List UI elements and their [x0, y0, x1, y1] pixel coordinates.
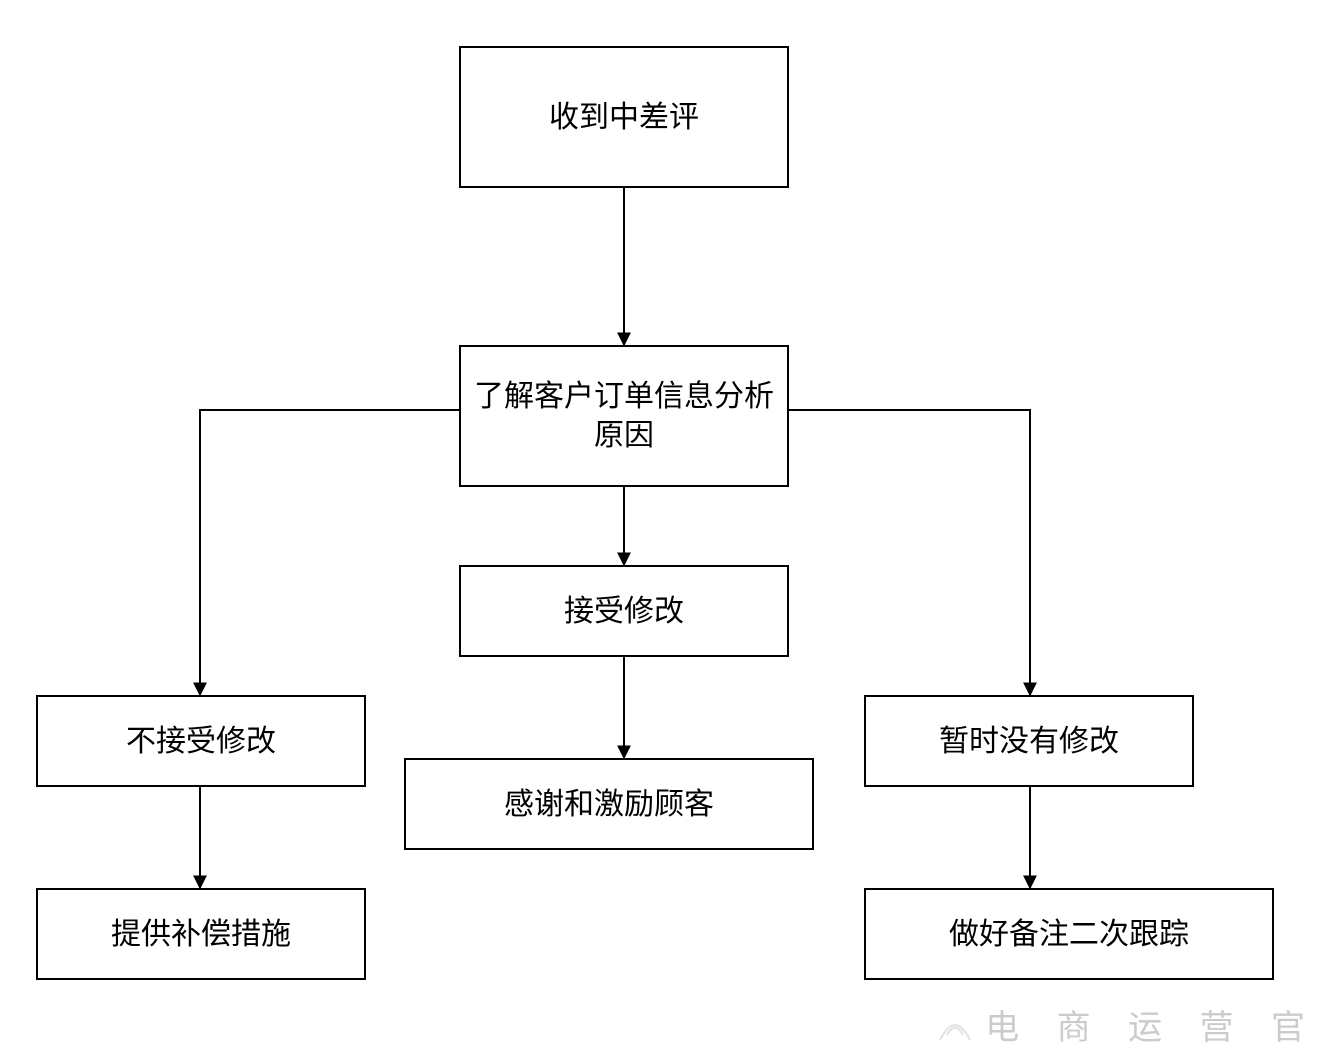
node-label: 感谢和激励顾客 — [492, 785, 726, 824]
watermark-icon — [935, 1005, 975, 1045]
node-thank-customer: 感谢和激励顾客 — [404, 758, 814, 850]
flowchart-canvas: 收到中差评 了解客户订单信息分析原因 接受修改 感谢和激励顾客 不接受修改 提供… — [0, 0, 1329, 1055]
node-label: 收到中差评 — [537, 98, 711, 137]
node-reject-modify: 不接受修改 — [36, 695, 366, 787]
node-label: 不接受修改 — [114, 722, 288, 761]
edge-n2-n5 — [200, 410, 459, 695]
edge-n2-n7 — [789, 410, 1030, 695]
node-label: 做好备注二次跟踪 — [937, 915, 1201, 954]
node-followup: 做好备注二次跟踪 — [864, 888, 1274, 980]
node-label: 暂时没有修改 — [927, 722, 1131, 761]
node-label: 了解客户订单信息分析原因 — [461, 377, 787, 455]
node-accept-modify: 接受修改 — [459, 565, 789, 657]
node-no-modify-yet: 暂时没有修改 — [864, 695, 1194, 787]
node-label: 接受修改 — [552, 592, 696, 631]
watermark: 电 商 运 营 官 — [935, 1000, 1319, 1049]
node-received-review: 收到中差评 — [459, 46, 789, 188]
node-compensation: 提供补偿措施 — [36, 888, 366, 980]
node-analyze-order: 了解客户订单信息分析原因 — [459, 345, 789, 487]
watermark-text: 电 商 运 营 官 — [985, 1000, 1319, 1049]
node-label: 提供补偿措施 — [99, 915, 303, 954]
